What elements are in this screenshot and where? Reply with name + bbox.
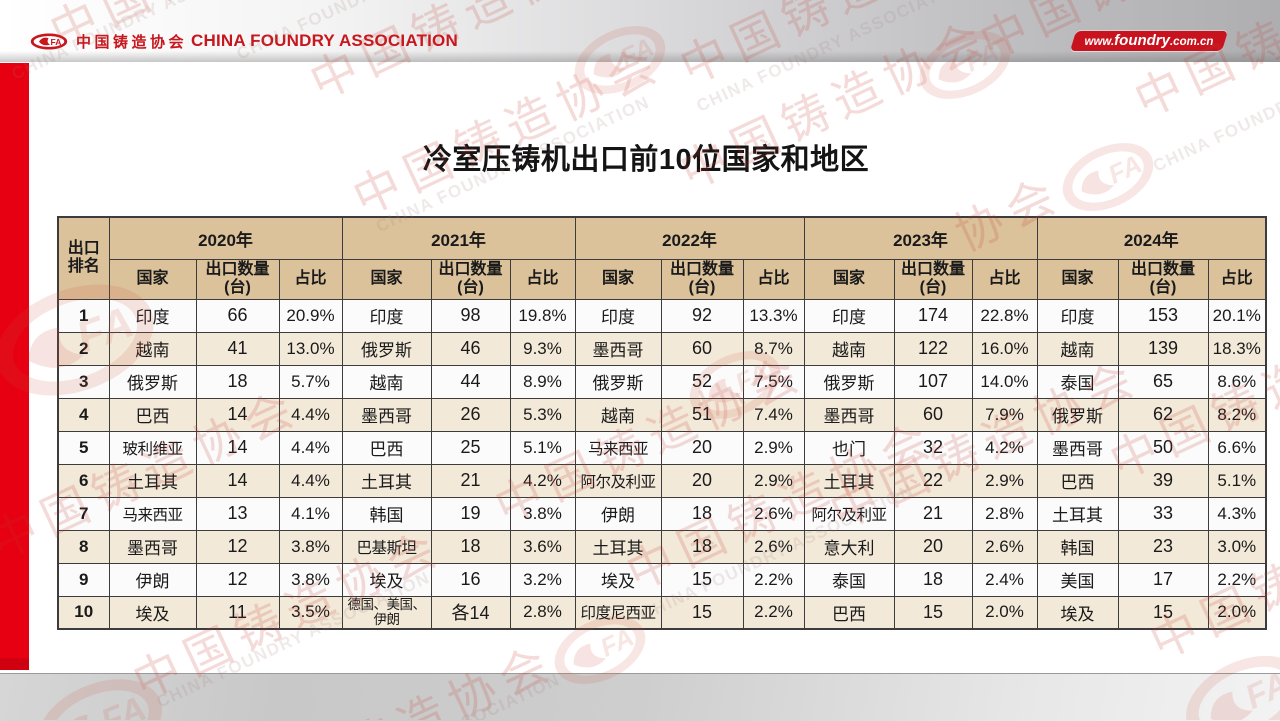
svg-text:FA: FA <box>51 37 62 47</box>
